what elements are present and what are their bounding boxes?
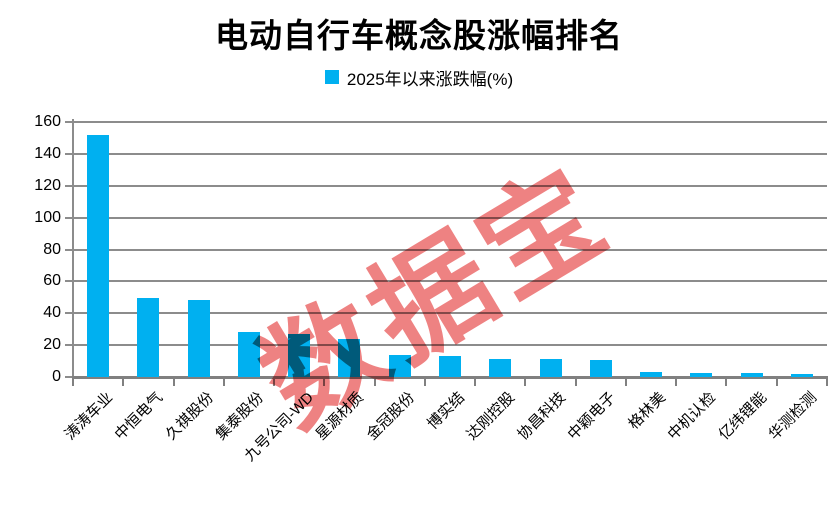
x-axis-tick — [72, 378, 74, 386]
bar — [439, 355, 461, 377]
bar — [237, 331, 260, 377]
x-axis-tick — [423, 378, 426, 386]
x-axis-tick — [122, 378, 125, 386]
x-axis-tick — [725, 378, 728, 386]
x-axis-tick — [524, 378, 527, 386]
x-axis-label: 亿纬锂能 — [715, 389, 770, 444]
y-axis-tick — [65, 376, 73, 378]
chart-title: 电动自行车概念股涨幅排名 — [215, 19, 623, 55]
gridline — [73, 344, 827, 347]
bar — [790, 373, 813, 377]
x-axis-label: 涛涛车业 — [61, 389, 117, 444]
bar — [187, 300, 210, 377]
y-axis-tick — [65, 344, 73, 347]
gridline — [73, 152, 827, 155]
x-axis-tick — [574, 378, 577, 386]
y-axis-tick — [65, 152, 73, 155]
bar — [388, 354, 411, 377]
bar — [137, 298, 160, 377]
gridline — [73, 216, 827, 219]
x-axis-tick — [222, 378, 225, 386]
bar — [338, 339, 361, 377]
bar — [489, 359, 512, 377]
y-axis-label: 140 — [34, 144, 61, 162]
y-axis-tick — [65, 184, 73, 187]
x-axis-label: 久祺股份 — [162, 389, 217, 444]
gridline — [73, 248, 827, 251]
bar — [690, 372, 713, 377]
y-axis-label: 40 — [43, 304, 61, 322]
y-axis-tick — [65, 121, 73, 123]
x-axis-label: 格林美 — [625, 389, 670, 433]
x-axis-tick — [675, 378, 678, 386]
gridline — [73, 280, 827, 283]
x-axis-label: 协昌科技 — [514, 389, 569, 444]
x-axis-tick — [273, 378, 276, 386]
y-axis-line — [72, 119, 74, 385]
y-axis-label: 160 — [34, 113, 61, 130]
y-axis-label: 0 — [52, 368, 61, 385]
bar — [539, 359, 562, 377]
gridline — [73, 121, 827, 123]
x-axis-label: 华测检测 — [765, 389, 820, 444]
y-axis-tick — [65, 248, 73, 251]
y-axis-label: 80 — [43, 240, 61, 258]
y-axis-tick — [65, 312, 73, 315]
y-axis-label: 100 — [34, 208, 61, 226]
legend-swatch-icon — [324, 70, 339, 84]
x-axis-tick — [172, 378, 175, 386]
x-axis-line — [72, 376, 828, 379]
x-axis-label: 中恒电气 — [111, 389, 167, 444]
x-axis-tick — [323, 378, 326, 386]
x-axis-label: 中颖电子 — [564, 389, 619, 444]
x-axis-tick — [624, 378, 627, 386]
x-axis-label: 达刚控股 — [463, 389, 519, 444]
y-axis-label: 20 — [43, 336, 61, 354]
bar — [87, 134, 110, 377]
x-axis-tick — [373, 378, 376, 386]
gridline — [73, 184, 827, 187]
bar — [288, 334, 311, 377]
y-axis-tick — [65, 216, 73, 219]
legend: 2025年以来涨跌幅(%) — [0, 66, 838, 89]
gridline — [73, 312, 827, 315]
y-axis-tick — [65, 280, 73, 283]
x-axis-tick — [826, 378, 828, 386]
x-axis-label: 中机认检 — [664, 389, 720, 444]
x-axis-tick — [775, 378, 778, 386]
bar — [740, 373, 763, 377]
y-axis-label: 60 — [43, 272, 61, 290]
bar — [640, 371, 663, 377]
x-axis-tick — [474, 378, 477, 386]
y-axis-label: 120 — [34, 176, 61, 194]
bar — [589, 360, 612, 377]
legend-label: 2025年以来涨跌幅(%) — [346, 69, 514, 89]
x-axis-label: 博实结 — [424, 389, 469, 433]
